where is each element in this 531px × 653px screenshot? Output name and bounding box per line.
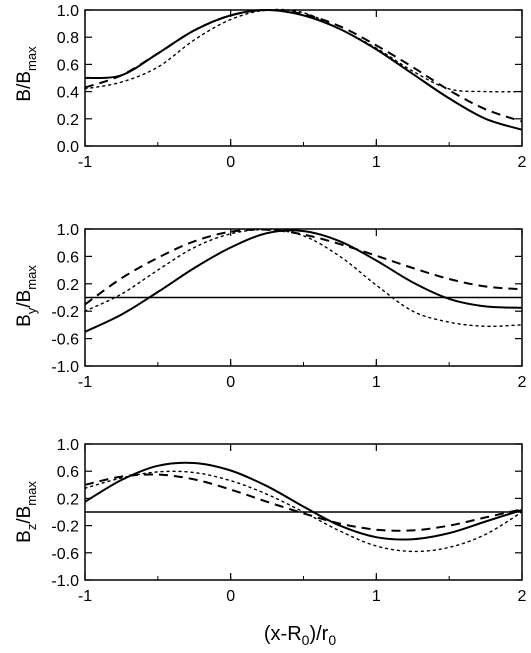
series-line-dotted	[84, 470, 523, 553]
x-tick-label: 2	[518, 374, 527, 391]
x-tick-label: 1	[372, 154, 381, 171]
x-tick-label: -1	[78, 154, 92, 171]
x-tick-label: 2	[518, 154, 527, 171]
series-line-dotted	[84, 228, 523, 328]
y-tick-label: 1.0	[57, 437, 79, 454]
series-line-dashed	[84, 228, 523, 306]
y-tick-label: 1.0	[57, 222, 79, 239]
series-line-dashed	[84, 8, 523, 123]
y-axis-label-b: B/Bmax	[14, 46, 39, 102]
x-tick-label: 0	[226, 588, 235, 605]
y-tick-label: 0.6	[57, 249, 79, 266]
y-tick-label: -1.0	[51, 573, 79, 590]
y-tick-label: 0.6	[57, 464, 79, 481]
y-tick-label: 0.8	[57, 30, 79, 47]
y-tick-label: 0.2	[57, 277, 79, 294]
y-axis-label-by: By/Bmax	[14, 265, 39, 327]
x-axis-label: (x-R0)/r0	[264, 623, 336, 648]
y-tick-label: 0.0	[57, 139, 79, 156]
y-tick-label: -0.6	[51, 332, 79, 349]
x-tick-label: 1	[372, 588, 381, 605]
plot-frame	[84, 9, 523, 147]
panel-bz-component: -1 0 1 2 -1.0 -0.6 -0.2 0.2 0.6 1.0	[51, 437, 526, 605]
x-tick-label: 0	[226, 154, 235, 171]
series-line-dotted	[84, 8, 523, 93]
x-tick-label: 0	[226, 374, 235, 391]
y-tick-label: 0.2	[57, 112, 79, 129]
y-tick-label: -1.0	[51, 359, 79, 376]
y-axis-label-bz: Bz/Bmax	[14, 481, 39, 543]
series-line-dashed	[84, 473, 523, 532]
y-tick-label: 0.2	[57, 491, 79, 508]
y-tick-label: -0.6	[51, 546, 79, 563]
x-tick-label: -1	[78, 588, 92, 605]
y-tick-label: 0.6	[57, 57, 79, 74]
x-tick-label: 1	[372, 374, 381, 391]
panel-by-component: -1 0 1 2 -1.0 -0.6 -0.2 0.2 0.6 1.0	[51, 222, 526, 391]
x-tick-label: 2	[518, 588, 527, 605]
series-line-solid	[84, 461, 523, 541]
y-tick-label: -0.2	[51, 304, 79, 321]
panel-b-magnitude: -1 0 1 2 0.0 0.2 0.4 0.6 0.8 1.0	[57, 3, 527, 171]
y-tick-label: -0.2	[51, 519, 79, 536]
series-line-solid	[84, 8, 523, 131]
y-tick-label: 0.4	[57, 85, 79, 102]
y-tick-label: 1.0	[57, 3, 79, 20]
x-tick-label: -1	[78, 374, 92, 391]
series-line-solid	[84, 229, 523, 333]
